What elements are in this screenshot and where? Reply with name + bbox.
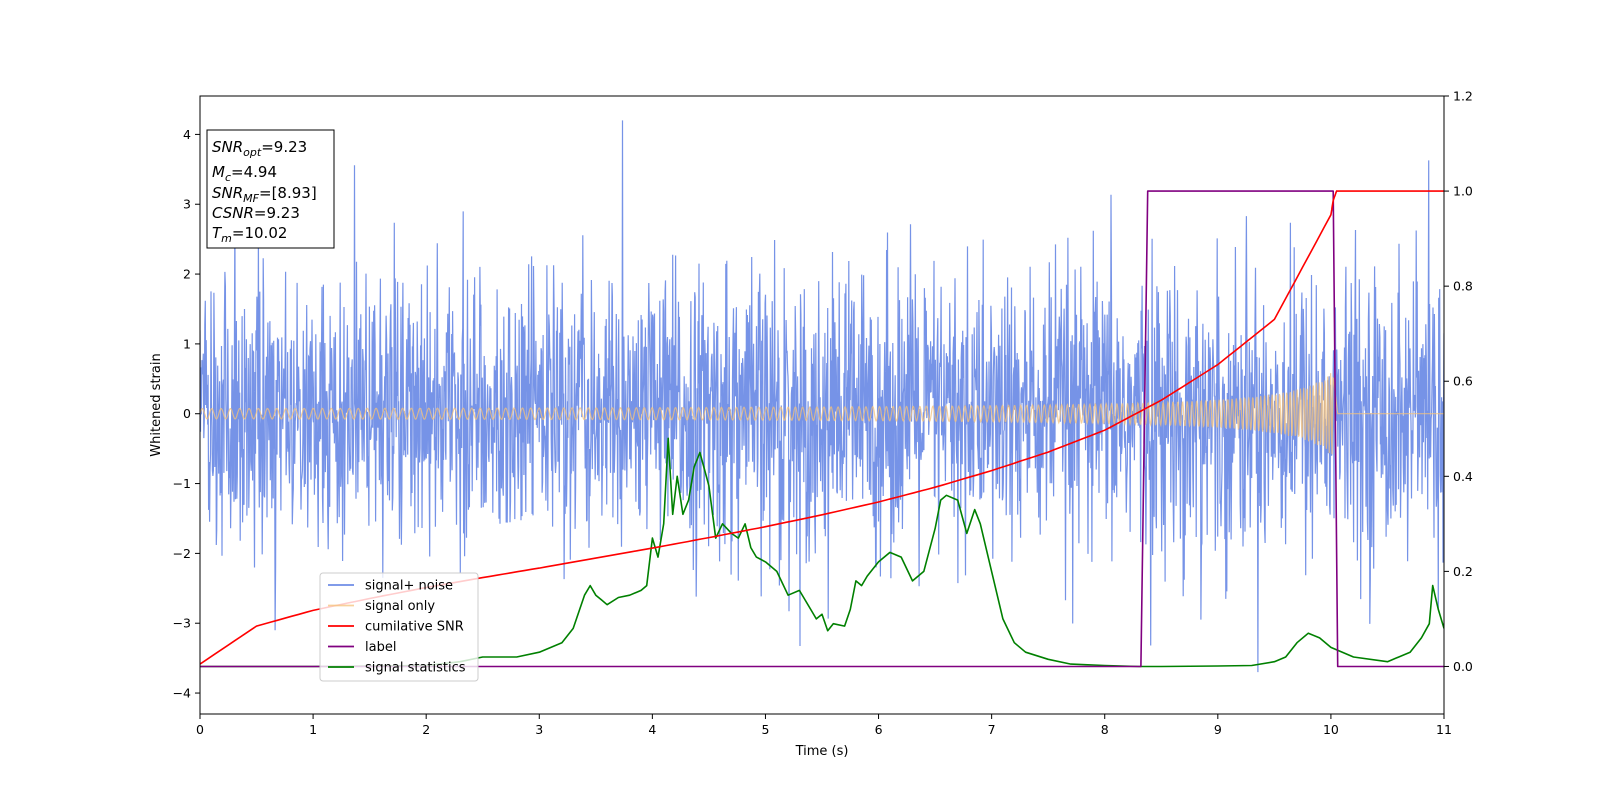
x-tick-label: 5 (761, 722, 769, 737)
y-right-tick-label: 0.6 (1453, 374, 1473, 389)
y-left-tick-label: 0 (183, 406, 191, 421)
annotation-snr-opt-sub: opt (243, 146, 262, 159)
annotation-csnr: CSNR=9.23 (212, 204, 300, 222)
annotation-mc-sub: c (225, 171, 231, 184)
legend-label-signal-noise: signal+ noise (365, 579, 453, 594)
series-line-signal-statistics (200, 437, 1444, 668)
y-left-tick-label: −3 (173, 616, 191, 631)
annotation-mc-base: M (212, 163, 225, 181)
x-tick-label: 0 (196, 722, 204, 737)
y-left-tick-label: −1 (173, 476, 191, 491)
annotation-tm: Tm=10.02 (212, 224, 287, 245)
annotation-csnr-value: =9.23 (254, 204, 300, 222)
y-right-tick-label: 0.8 (1453, 279, 1473, 294)
x-tick-label: 3 (535, 722, 543, 737)
annotation-snr-opt: SNRopt=9.23 (212, 138, 307, 159)
x-tick-label: 7 (988, 722, 996, 737)
x-tick-label: 6 (875, 722, 883, 737)
annotation-tm-value: =10.02 (232, 224, 288, 242)
y-left-tick-label: −4 (173, 686, 191, 701)
legend: signal+ noise signal only cumilative SNR la… (319, 572, 479, 682)
x-tick-label: 9 (1214, 722, 1222, 737)
x-tick-label: 11 (1436, 722, 1452, 737)
x-axis-label: Time (s) (795, 744, 849, 759)
legend-label-signal-only: signal only (365, 599, 435, 614)
y-left-tick-label: 1 (183, 336, 191, 351)
annotation-frame (206, 129, 335, 249)
annotation-snr-mf-value: =[8.93] (259, 184, 317, 202)
y-right-tick-label: 0.4 (1453, 469, 1473, 484)
annotation-snr-opt-base: SNR (212, 138, 243, 156)
x-tick-label: 10 (1323, 722, 1339, 737)
y-right-tick-label: 1.2 (1453, 89, 1473, 104)
legend-label-cumilative-snr: cumilative SNR (365, 620, 464, 635)
series-line-signal-only (200, 373, 1444, 455)
legend-label-label: label (365, 640, 396, 655)
x-tick-label: 2 (422, 722, 430, 737)
series-line-signal-plus-noise (200, 120, 1444, 673)
y-axis-label: Whitened strain (149, 353, 164, 456)
annotation-snr-mf-base: SNR (212, 184, 243, 202)
x-tick-label: 1 (309, 722, 317, 737)
annotation-mc-value: =4.94 (231, 163, 277, 181)
legend-frame (319, 572, 479, 682)
annotation-mc: Mc=4.94 (212, 163, 277, 184)
annotation-snr-mf-sub: MF (243, 192, 259, 205)
y-left-tick-label: −2 (173, 546, 191, 561)
annotation-tm-sub: m (221, 232, 232, 245)
legend-items: signal+ noise signal only cumilative SNR la… (328, 579, 466, 676)
y-right-tick-label: 0.0 (1453, 659, 1473, 674)
annotation-tm-base: T (212, 224, 223, 242)
y-right-tick-label: 0.2 (1453, 564, 1473, 579)
x-tick-label: 8 (1101, 722, 1109, 737)
y-left-tick-label: 4 (183, 127, 191, 142)
y-left-tick-label: 2 (183, 267, 191, 282)
annotation-csnr-base: CSNR (212, 204, 254, 222)
x-tick-label: 4 (648, 722, 656, 737)
plot-frame (199, 95, 1445, 715)
series-line-label (200, 190, 1444, 668)
legend-label-signal-statistics: signal statistics (365, 661, 466, 676)
annotation-snr-opt-value: =9.23 (261, 138, 307, 156)
y-left-tick-label: 3 (183, 197, 191, 212)
y-right-tick-label: 1.0 (1453, 184, 1473, 199)
annotation-snr-mf: SNRMF=[8.93] (212, 184, 317, 205)
annotation-box: SNRopt=9.23 Mc=4.94 SNRMF=[8.93] CSNR=9.… (206, 129, 335, 249)
axis-layer: 0 1 2 3 4 5 6 7 8 9 10 11 −4 −3 −2 −1 0 1 2 3 4 0.0 0.2 0.4 0.6 0… (173, 89, 1473, 738)
